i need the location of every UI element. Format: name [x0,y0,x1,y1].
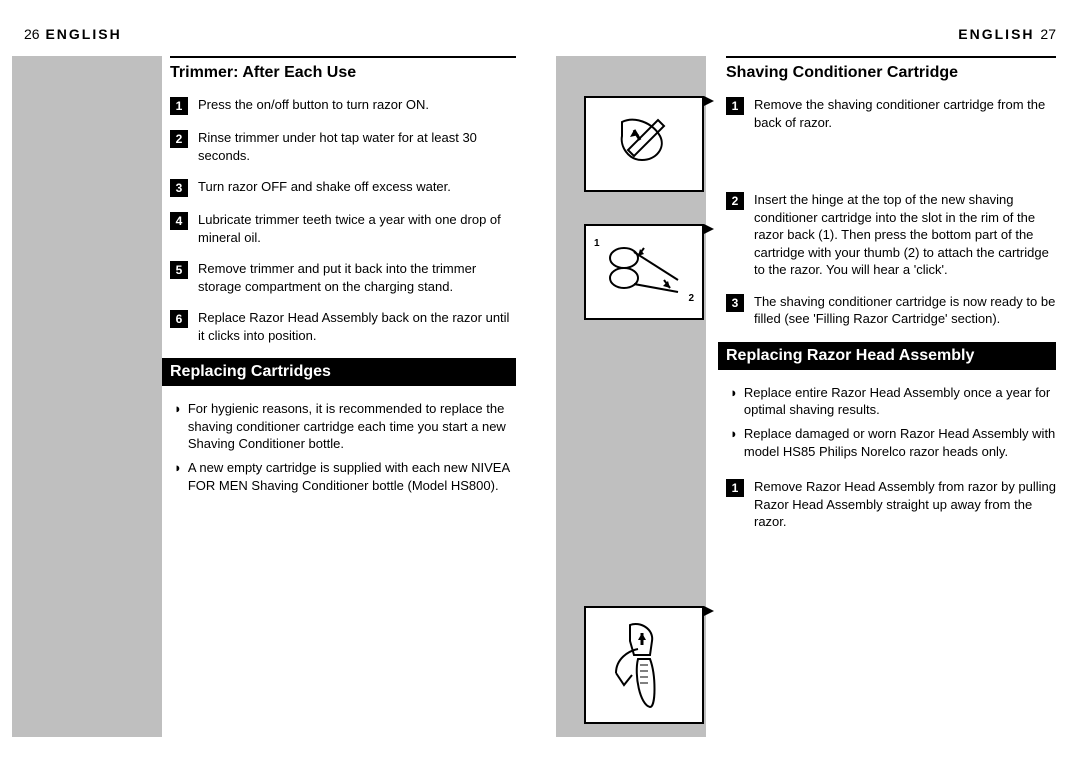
illustration-remove-head [584,606,704,724]
step-row: 5 Remove trimmer and put it back into the… [170,260,516,295]
illus-label-2: 2 [688,293,694,304]
step-row: 3 The shaving conditioner cartridge is no… [726,293,1056,328]
step-text: Rinse trimmer under hot tap water for at… [198,129,516,164]
step-row: 1 Press the on/off button to turn razor O… [170,96,516,115]
step-text: Press the on/off button to turn razor ON… [198,96,516,115]
bullet-icon: ◗ [174,459,182,494]
page-left: 26 ENGLISH Trimmer: After Each Use 1Pres… [0,0,540,761]
step-text: Remove Razor Head Assembly from razor by… [754,478,1056,531]
step-num: 3 [170,179,188,197]
step-text: Lubricate trimmer teeth twice a year wit… [198,211,516,246]
step-row: 6 Replace Razor Head Assembly back on the… [170,309,516,344]
pagenum-right: 27 [1040,26,1056,42]
step-text: The shaving conditioner cartridge is now… [754,293,1056,328]
step-row: 3 Turn razor OFF and shake off excess wat… [170,178,516,197]
bullet-text: For hygienic reasons, it is recommended … [188,400,516,453]
step-num: 3 [726,294,744,312]
section-title-cartridges: Replacing Cartridges [162,358,516,386]
section-title-shaving-cartridge: Shaving Conditioner Cartridge [726,56,1056,82]
illustration-remove-cartridge [584,96,704,192]
bullet-list: ◗For hygienic reasons, it is recommended… [174,400,516,494]
grey-strip-right: 1 2 [556,56,706,737]
page-spread: 26 ENGLISH Trimmer: After Each Use 1Pres… [0,0,1080,761]
bullet-text: A new empty cartridge is supplied with e… [188,459,516,494]
step-text: Turn razor OFF and shake off excess wate… [198,178,516,197]
section-title-head-assembly: Replacing Razor Head Assembly [718,342,1056,370]
pagenum-left: 26 [24,26,40,42]
bullet-icon: ◗ [730,384,738,419]
sketch-icon [594,615,694,715]
step-num: 1 [726,479,744,497]
bullet-item: ◗Replace damaged or worn Razor Head Asse… [730,425,1056,460]
page-right: ENGLISH 27 [540,0,1080,761]
step-text: Replace Razor Head Assembly back on the … [198,309,516,344]
bullet-icon: ◗ [730,425,738,460]
bullet-list: ◗Replace entire Razor Head Assembly once… [730,384,1056,460]
lang-left: ENGLISH [45,26,121,42]
step-text: Insert the hinge at the top of the new s… [754,191,1056,279]
grey-strip-left [12,56,162,737]
step-row: 1 Remove Razor Head Assembly from razor b… [726,478,1056,531]
tick-icon [704,96,714,106]
bullet-item: ◗Replace entire Razor Head Assembly once… [730,384,1056,419]
step-text: Remove trimmer and put it back into the … [198,260,516,295]
step-row: 1 Remove the shaving conditioner cartridg… [726,96,1056,131]
lang-right: ENGLISH [958,26,1034,42]
bullet-text: Replace damaged or worn Razor Head Assem… [744,425,1056,460]
bullet-item: ◗For hygienic reasons, it is recommended… [174,400,516,453]
bullet-item: ◗A new empty cartridge is supplied with … [174,459,516,494]
tick-icon [704,606,714,616]
step-num: 4 [170,212,188,230]
spacer [726,145,1056,191]
header-right: ENGLISH 27 [958,26,1056,42]
step-num: 1 [170,97,188,115]
step-num: 5 [170,261,188,279]
bullet-text: Replace entire Razor Head Assembly once … [744,384,1056,419]
step-num: 2 [170,130,188,148]
section-title-trimmer: Trimmer: After Each Use [170,56,516,82]
step-num: 1 [726,97,744,115]
header-left: 26 ENGLISH [24,26,122,42]
illus-label-1: 1 [594,238,600,249]
sketch-icon [594,106,694,182]
spacer [726,466,1056,478]
step-row: 4 Lubricate trimmer teeth twice a year wi… [170,211,516,246]
content-left: Trimmer: After Each Use 1 Press the on/of… [170,56,516,500]
illustration-insert-cartridge: 1 2 [584,224,704,320]
bullet-icon: ◗ [174,400,182,453]
step-text: Remove the shaving conditioner cartridge… [754,96,1056,131]
step-num: 6 [170,310,188,328]
content-right: Shaving Conditioner Cartridge 1 Remove th… [726,56,1056,545]
sketch-icon [594,234,694,310]
step-row: 2 Insert the hinge at the top of the new … [726,191,1056,279]
step-num: 2 [726,192,744,210]
step-row: 2 Rinse trimmer under hot tap water for a… [170,129,516,164]
tick-icon [704,224,714,234]
